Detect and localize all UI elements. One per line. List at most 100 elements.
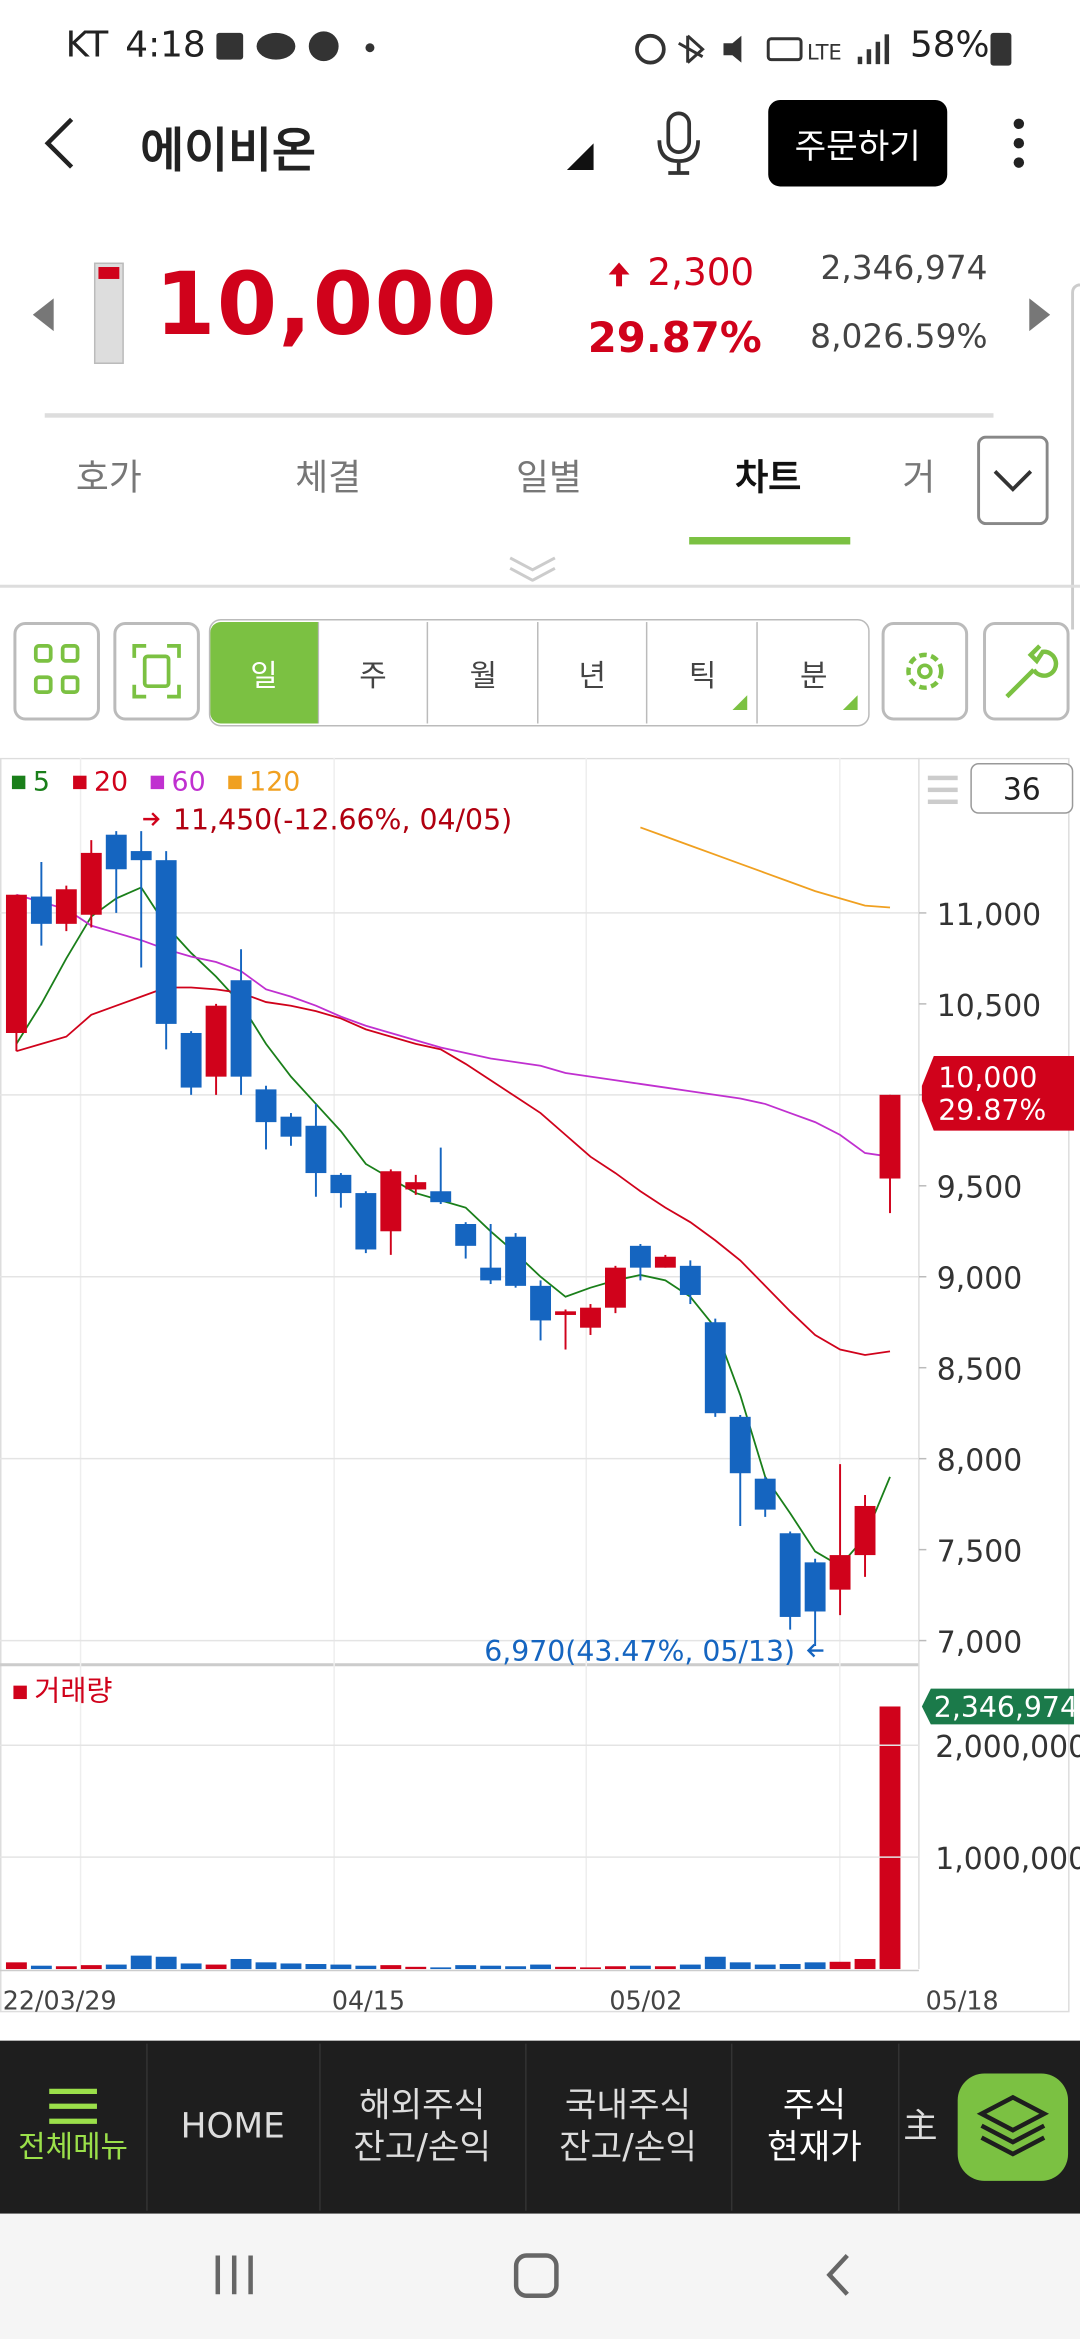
period-button[interactable]: 년	[539, 622, 648, 724]
dropdown-icon[interactable]	[566, 143, 594, 171]
x-tick-label: 04/15	[332, 1985, 405, 2015]
nav-item-active[interactable]: 주식 현재가	[731, 2043, 900, 2211]
stock-name[interactable]: 에이비온	[140, 122, 316, 180]
back-button[interactable]	[42, 116, 78, 170]
volume-bar	[80, 1965, 102, 1970]
volume-tick-label: 2,000,000	[935, 1730, 1080, 1765]
tab-active[interactable]: 차트	[735, 456, 802, 499]
current-price-label: 10,000	[938, 1061, 1037, 1094]
y-tick-label: 10,500	[937, 989, 1041, 1024]
volume-bar	[829, 1961, 851, 1970]
corner-mark	[842, 695, 858, 711]
tools-button[interactable]	[983, 622, 1070, 721]
system-nav	[0, 2213, 1080, 2340]
candle-body	[380, 1171, 402, 1232]
candle-body	[355, 1193, 377, 1250]
bottom-nav	[0, 2040, 1080, 2214]
period-button[interactable]: 분	[799, 657, 828, 693]
nav-item[interactable]: 主	[898, 2044, 943, 2211]
price-gauge	[93, 262, 124, 364]
volume-bar	[155, 1956, 177, 1970]
volume-current-label: 2,346,974	[934, 1691, 1078, 1724]
nav-label: 전체메뉴	[18, 2128, 128, 2165]
volume-marker	[921, 1688, 1075, 1725]
price-change: 2,300	[647, 250, 755, 294]
volume-bar	[105, 1964, 127, 1970]
candle-body	[230, 980, 252, 1077]
divider	[0, 584, 1080, 588]
change-rate: 29.87%	[587, 313, 762, 363]
volume-bar	[629, 1965, 651, 1970]
candle-body	[55, 889, 77, 924]
nav-all-menu[interactable]: 전체메뉴	[0, 2043, 148, 2211]
battery-icon	[990, 32, 1012, 66]
volume-bar	[30, 1965, 52, 1970]
tab[interactable]: 호가	[75, 456, 142, 499]
fullscreen-button[interactable]	[113, 622, 200, 721]
nav-label: 주식	[782, 2086, 847, 2126]
period-group	[208, 619, 870, 727]
candle-body	[629, 1245, 651, 1268]
volume-bar	[505, 1966, 527, 1970]
candle-body	[879, 1094, 901, 1179]
notification-icons	[216, 30, 380, 63]
period-button[interactable]: 일	[210, 622, 320, 724]
candle-body	[829, 1555, 851, 1590]
collapse-handle[interactable]	[507, 555, 558, 582]
mic-button[interactable]	[653, 110, 707, 176]
candle-body	[405, 1182, 427, 1190]
next-stock[interactable]	[1026, 298, 1051, 332]
prev-stock[interactable]	[32, 298, 57, 332]
volume-bar	[405, 1966, 427, 1970]
candle-body	[779, 1533, 801, 1617]
up-arrow	[608, 262, 630, 287]
candle-body	[80, 852, 102, 915]
svg-text:LTE: LTE	[807, 41, 842, 65]
clock: 4:18	[125, 23, 206, 66]
nav-item[interactable]: 국내주식 잔고/손익	[525, 2043, 733, 2211]
more-button[interactable]	[1008, 116, 1029, 170]
tab[interactable]: 일별	[515, 456, 582, 499]
y-tick-label: 7,000	[937, 1626, 1022, 1661]
y-tick-label: 7,500	[937, 1535, 1022, 1570]
legend-label: 20	[94, 767, 128, 798]
carrier: KT	[65, 23, 109, 66]
volume-bar	[754, 1964, 776, 1970]
legend-swatch	[13, 1685, 27, 1700]
moving-average	[16, 893, 891, 1158]
candle-body	[555, 1311, 576, 1315]
low-note: 6,970(43.47%, 05/13)	[484, 1635, 795, 1668]
candle-body	[330, 1174, 352, 1194]
tab-indicator	[689, 537, 851, 545]
tab[interactable]: 체결	[295, 456, 362, 499]
settings-button[interactable]	[881, 622, 969, 721]
volume-bar	[355, 1965, 377, 1970]
tab-expand[interactable]	[977, 435, 1049, 526]
period-button[interactable]: 월	[430, 622, 539, 724]
layers-button[interactable]	[957, 2073, 1069, 2181]
volume-bar	[280, 1963, 302, 1970]
legend-swatch	[73, 775, 87, 790]
legend-label: 120	[249, 767, 300, 798]
candle-body	[804, 1562, 826, 1612]
legend-label: 5	[33, 767, 50, 798]
menu-icon	[927, 787, 958, 793]
chart-frame	[0, 757, 1070, 2013]
tab[interactable]: 거	[902, 456, 936, 499]
volume-label: 거래량	[34, 1675, 112, 1708]
candle-body	[754, 1478, 776, 1510]
layout-button[interactable]	[13, 622, 100, 721]
period-button[interactable]: 틱	[649, 622, 758, 724]
y-tick-label: 9,500	[937, 1171, 1022, 1206]
nav-item[interactable]: 해외주식 잔고/손익	[319, 2043, 527, 2211]
volume-bar	[804, 1962, 826, 1970]
candle-body	[605, 1267, 626, 1308]
volume-bar	[255, 1962, 277, 1970]
nav-item[interactable]: HOME	[146, 2043, 321, 2211]
period-button[interactable]: 주	[319, 622, 429, 724]
candle-body	[180, 1032, 202, 1088]
volume-bar	[530, 1964, 552, 1970]
candle-body	[654, 1256, 676, 1268]
order-button[interactable]: 주문하기	[768, 99, 948, 187]
